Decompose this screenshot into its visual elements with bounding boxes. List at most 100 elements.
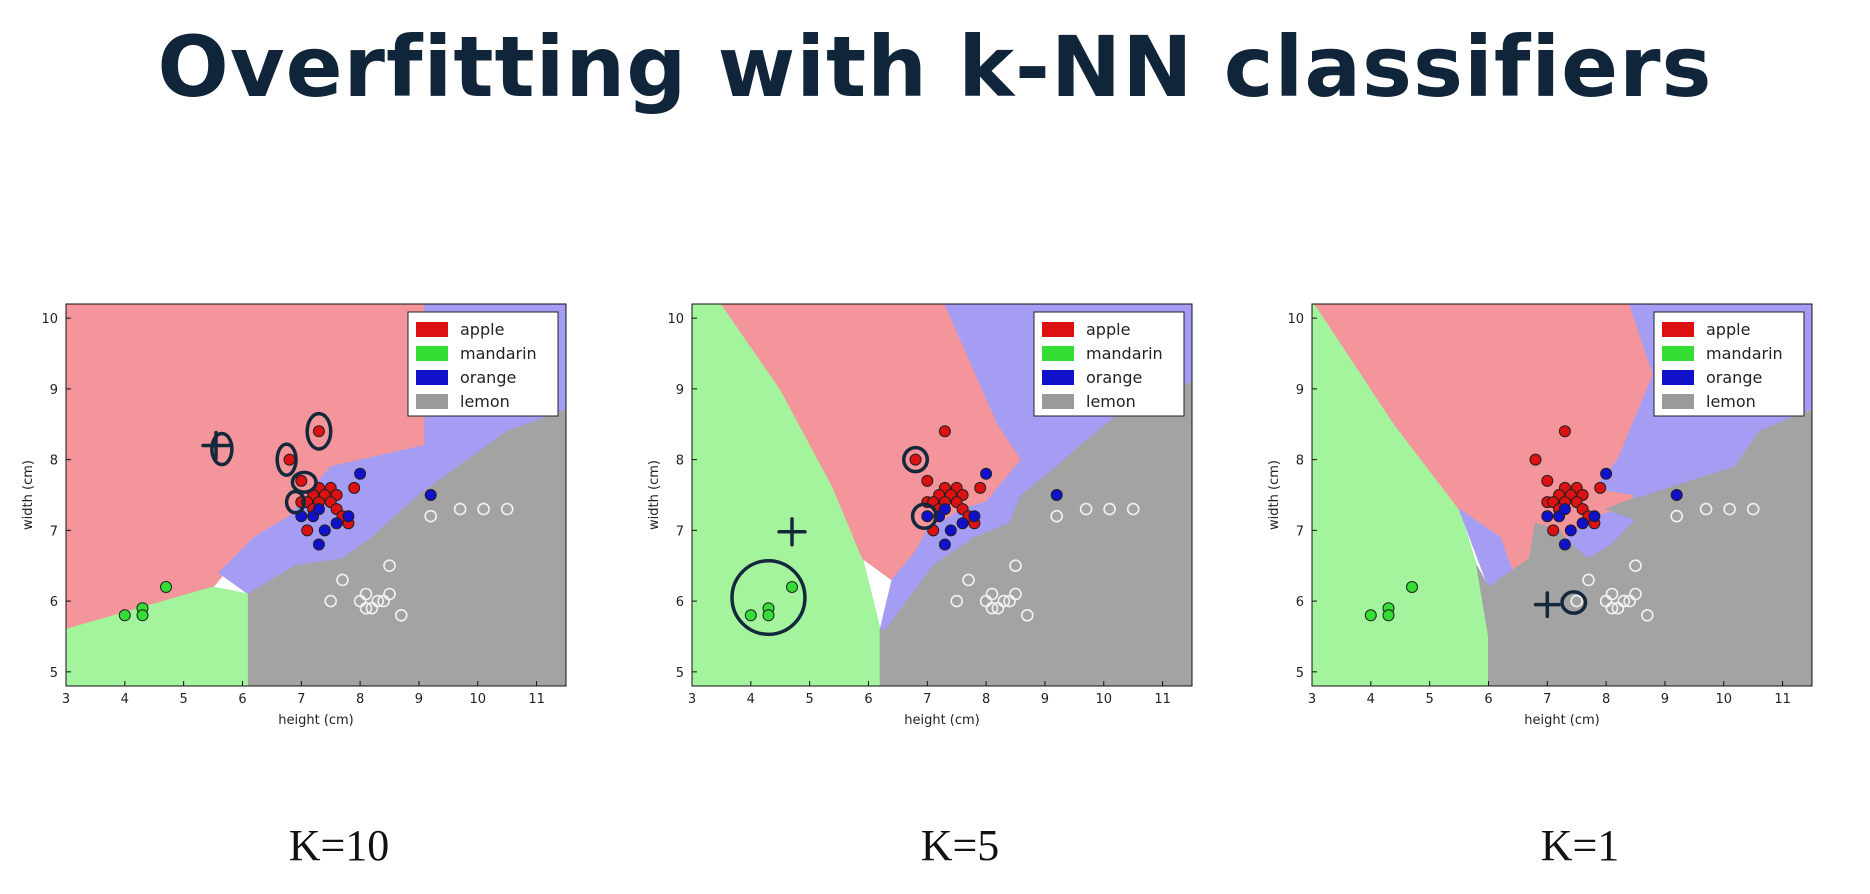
- y-tick-label: 10: [667, 312, 684, 327]
- y-tick-label: 8: [1296, 454, 1304, 469]
- point-orange: [354, 467, 367, 480]
- point-lemon: [1050, 509, 1064, 523]
- point-mandarin: [1382, 609, 1395, 622]
- point-lemon: [1611, 601, 1625, 615]
- x-tick-label: 10: [469, 692, 486, 707]
- point-lemon: [359, 601, 373, 615]
- point-lemon: [394, 608, 408, 622]
- point-lemon: [500, 502, 514, 516]
- point-lemon: [1009, 559, 1022, 573]
- pen-annotation-circle: [910, 502, 938, 530]
- point-apple: [1547, 524, 1560, 537]
- point-apple: [312, 425, 325, 438]
- legend-label-orange: orange: [1706, 368, 1762, 387]
- point-orange: [312, 503, 325, 516]
- point-lemon: [1746, 502, 1760, 516]
- pen-annotation-circle: [902, 445, 930, 474]
- point-lemon: [1582, 573, 1595, 587]
- pen-annotation-circle: [305, 411, 333, 451]
- x-tick-label: 11: [1154, 692, 1171, 707]
- y-axis-label: width (cm): [647, 460, 662, 530]
- point-apple: [938, 425, 951, 438]
- point-mandarin: [118, 609, 131, 622]
- point-lemon: [1079, 502, 1093, 516]
- point-lemon: [1629, 559, 1642, 573]
- legend-swatch-orange: [1042, 370, 1074, 385]
- point-lemon: [1020, 608, 1034, 622]
- point-orange: [921, 510, 934, 523]
- point-lemon: [1670, 509, 1684, 523]
- point-mandarin: [786, 581, 798, 593]
- point-orange: [938, 538, 951, 551]
- x-tick-label: 4: [1367, 692, 1375, 707]
- point-apple: [1558, 425, 1571, 438]
- region-lemon: [879, 381, 1192, 686]
- x-tick-label: 10: [1095, 692, 1112, 707]
- x-tick-label: 6: [864, 692, 872, 707]
- point-lemon: [991, 601, 1005, 615]
- point-lemon: [985, 601, 999, 615]
- point-orange: [938, 503, 951, 516]
- point-mandarin: [1406, 581, 1418, 593]
- y-tick-label: 8: [676, 454, 684, 469]
- point-lemon: [1009, 587, 1022, 601]
- plot-frame: [1311, 303, 1813, 687]
- legend-label-mandarin: mandarin: [1086, 344, 1163, 363]
- x-tick-label: 6: [1484, 692, 1492, 707]
- point-apple: [295, 474, 308, 487]
- y-tick-label: 10: [41, 312, 58, 327]
- x-tick-label: 11: [1774, 692, 1791, 707]
- point-lemon: [324, 594, 338, 608]
- legend-swatch-mandarin: [1662, 346, 1694, 361]
- caption-k5: K=5: [920, 821, 1000, 870]
- y-tick-label: 6: [50, 595, 58, 610]
- x-tick-label: 3: [688, 692, 696, 707]
- legend: apple mandarin orange lemon: [1033, 311, 1185, 417]
- legend-swatch-lemon: [416, 394, 448, 409]
- point-lemon: [453, 502, 467, 516]
- point-lemon: [962, 573, 975, 587]
- plot-frame: [65, 303, 567, 687]
- point-orange: [342, 510, 355, 523]
- x-tick-label: 11: [528, 692, 545, 707]
- point-mandarin: [762, 609, 775, 622]
- x-tick-label: 10: [1715, 692, 1732, 707]
- point-lemon: [383, 587, 396, 601]
- point-orange: [1576, 517, 1589, 530]
- x-tick-label: 5: [180, 692, 188, 707]
- legend-swatch-orange: [1662, 370, 1694, 385]
- y-tick-label: 7: [1296, 524, 1304, 539]
- x-tick-label: 8: [356, 692, 364, 707]
- point-lemon: [424, 509, 438, 523]
- x-axis-label: height (cm): [904, 713, 980, 728]
- caption-k1: K=1: [1540, 821, 1620, 870]
- pen-annotation-circle: [284, 489, 306, 515]
- x-tick-label: 3: [62, 692, 70, 707]
- point-apple: [974, 481, 987, 494]
- knn-plot-k10: 3 4 5 6 7 8 9 10 11 5 6 7 8 9 10 height (cm) width (cm) a…: [14, 300, 594, 770]
- decision-regions: [692, 304, 1192, 686]
- legend-label-lemon: lemon: [1086, 392, 1136, 411]
- decision-boundary-chart: 3 4 5 6 7 8 9 10 11 5 6 7 8 9 10 height (cm) width (cm) a…: [1267, 303, 1813, 728]
- point-orange: [1670, 489, 1683, 501]
- point-lemon: [1605, 601, 1619, 615]
- x-tick-label: 7: [1543, 692, 1551, 707]
- point-orange: [1588, 510, 1601, 523]
- y-tick-label: 7: [50, 524, 58, 539]
- knn-plot-k1: 3 4 5 6 7 8 9 10 11 5 6 7 8 9 10 height (cm) width (cm) a…: [1260, 300, 1840, 770]
- point-mandarin: [744, 609, 757, 622]
- y-tick-label: 9: [50, 383, 58, 398]
- y-tick-label: 10: [1287, 312, 1304, 327]
- x-axis-label: height (cm): [1524, 713, 1600, 728]
- pen-annotation-circle: [730, 559, 807, 637]
- knn-plot-k5: 3 4 5 6 7 8 9 10 11 5 6 7 8 9 10 height (cm) width (cm) a…: [640, 300, 1220, 770]
- legend-label-orange: orange: [1086, 368, 1142, 387]
- y-tick-label: 9: [1296, 383, 1304, 398]
- caption-k10: K=10: [288, 821, 390, 870]
- x-tick-label: 7: [923, 692, 931, 707]
- point-orange: [944, 524, 957, 537]
- point-lemon: [1126, 502, 1140, 516]
- point-lemon: [336, 573, 349, 587]
- legend-label-lemon: lemon: [1706, 392, 1756, 411]
- x-tick-label: 7: [297, 692, 305, 707]
